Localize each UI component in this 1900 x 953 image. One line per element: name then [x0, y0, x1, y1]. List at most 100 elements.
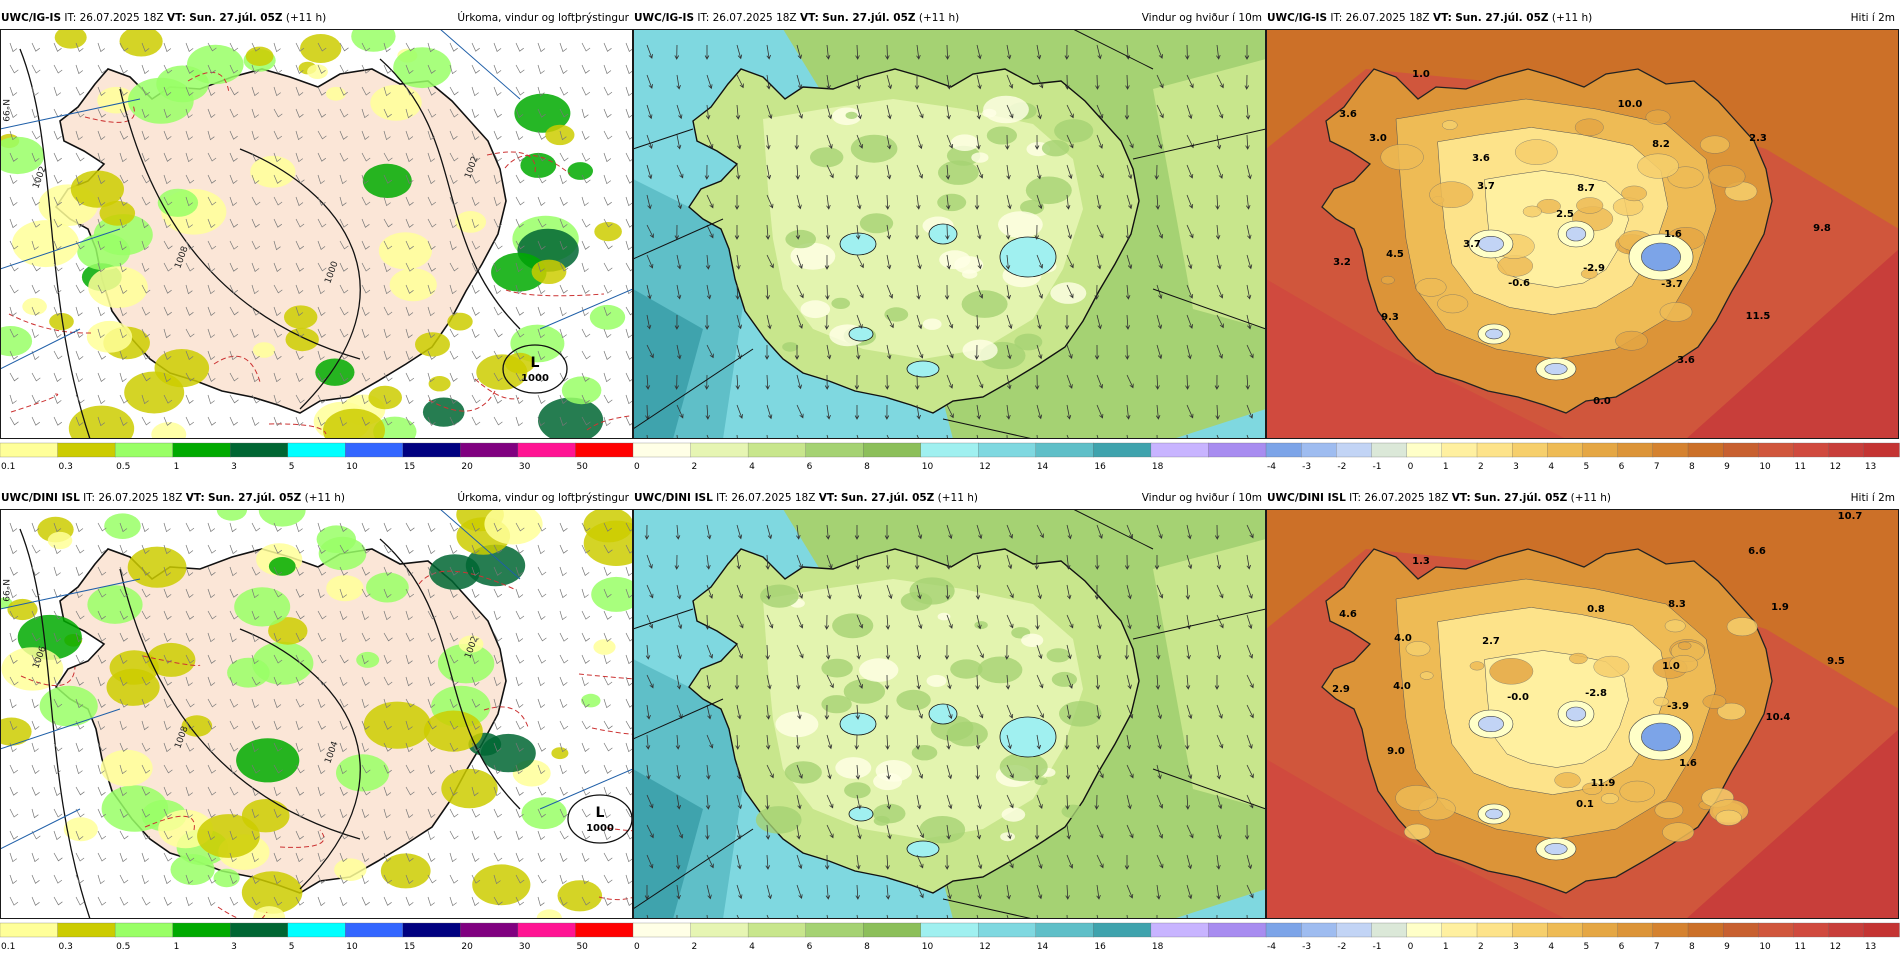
wind-barb	[97, 830, 107, 840]
wind-arrow	[1096, 854, 1104, 869]
wind-barb	[581, 764, 590, 774]
wind-barb	[185, 566, 194, 577]
wind-barb	[361, 720, 370, 730]
wind-arrow	[1066, 404, 1072, 420]
wind-barb	[31, 632, 41, 642]
wind-arrow	[765, 854, 771, 870]
wind-arrow	[976, 854, 983, 870]
cold-zone	[1565, 706, 1587, 722]
temperature-value: 4.5	[1386, 249, 1404, 260]
wind-barb	[295, 218, 305, 228]
wind-barb	[449, 152, 459, 162]
wind-barb	[141, 632, 150, 642]
init-label: IT:	[716, 492, 729, 504]
wind-arrow	[916, 674, 921, 690]
gust-zone	[848, 806, 874, 822]
wind-barb	[251, 240, 261, 250]
wind-barb	[603, 284, 613, 294]
colorbar-tick-label: 1	[1443, 462, 1449, 472]
wind-barb	[97, 588, 107, 598]
wind-barb	[361, 522, 370, 532]
wind-barb	[559, 306, 567, 317]
wind-arrow	[706, 884, 712, 900]
wind-barb	[515, 852, 524, 862]
wind-barb	[207, 786, 217, 796]
precip-area	[268, 617, 308, 645]
wind-barb	[537, 764, 546, 775]
colorbar-tick-label: -4	[1267, 462, 1276, 472]
precip-area	[428, 376, 451, 392]
wind-barb	[471, 306, 480, 316]
wind-barb	[603, 742, 613, 752]
wind-barb	[97, 152, 105, 163]
colorbar-tick-label: 0	[1408, 942, 1414, 952]
map-area[interactable]: 1.0 3.6 3.0 3.6 10.0 8.2 2.3 3.7 8.7 2.5 1.6 9.8 3.7…	[1266, 29, 1899, 439]
wind-barb	[361, 42, 371, 52]
wind-barb	[207, 328, 216, 339]
colorbar-swatch	[1336, 442, 1373, 458]
map-area[interactable]	[633, 509, 1266, 919]
wind-arrow	[1006, 584, 1014, 599]
wind-barb	[229, 218, 239, 228]
gust-zone	[906, 840, 940, 858]
temperature-zone	[1514, 139, 1558, 165]
panel-title: Vindur og hviður í 10m	[1141, 12, 1262, 24]
precip-area	[557, 880, 603, 912]
wind-arrow	[736, 134, 742, 150]
colorbar-tick-label: 18	[1152, 462, 1164, 472]
map-area[interactable]: 1006 1002 1008 1004 L 1000 N°99	[0, 509, 633, 919]
wind-barb	[339, 240, 349, 250]
wind-barb	[603, 262, 613, 272]
colorbar-tick-label: 16	[1094, 462, 1106, 472]
wind-barb	[75, 262, 85, 272]
map-area[interactable]	[633, 29, 1266, 439]
wind-barb	[229, 588, 239, 598]
wind-barb	[163, 588, 172, 598]
wind-barb	[273, 86, 281, 97]
wind-barb	[383, 328, 391, 339]
wind-barb	[383, 544, 393, 554]
wind-arrow	[1245, 134, 1250, 150]
temperature-zone	[1574, 118, 1604, 137]
wind-barb	[163, 786, 172, 796]
wind-arrow	[1094, 344, 1100, 360]
colorbar-tick-label: 0.1	[1, 942, 15, 952]
wind-speed-zone	[775, 711, 819, 738]
wind-arrow	[1216, 314, 1224, 329]
wind-barb	[581, 544, 591, 554]
wind-barb	[427, 394, 436, 404]
wind-barb	[119, 196, 128, 206]
wind-barb	[471, 372, 480, 383]
wind-barb	[317, 130, 327, 140]
colorbar-tick-label: 18	[1152, 942, 1164, 952]
wind-arrow	[766, 914, 770, 919]
wind-barb	[449, 416, 459, 426]
wind-arrow	[796, 74, 803, 90]
precip-area	[101, 785, 169, 832]
temperature-zone	[1653, 696, 1669, 707]
wind-barb	[163, 720, 171, 731]
wind-barb	[427, 896, 435, 907]
wind-arrow	[676, 704, 683, 719]
map-area[interactable]: 10.7 1.3 6.6 4.6 0.8 8.3 1.9 4.0 2.7 1.0 9.5 4.0 -0.…	[1266, 509, 1899, 919]
wind-barb	[603, 196, 612, 206]
wind-barb	[383, 522, 392, 532]
wind-arrow	[1096, 374, 1103, 389]
wind-arrow	[1156, 584, 1164, 599]
wind-barb	[31, 64, 41, 74]
wind-speed-zone	[821, 695, 852, 714]
colorbar-swatch	[1828, 922, 1865, 938]
precip-area	[380, 853, 431, 889]
temperature-zone	[1726, 617, 1758, 637]
wind-barb	[53, 262, 63, 272]
wind-arrow	[1006, 824, 1012, 840]
wind-barb	[471, 262, 480, 272]
map-area[interactable]: 1002 1002 1008 1000 L 1000 N°99	[0, 29, 633, 439]
wind-speed-zone	[982, 108, 997, 118]
wind-barb	[603, 808, 611, 819]
wind-arrow	[646, 704, 651, 720]
wind-barb	[207, 306, 216, 316]
wind-barb	[471, 522, 480, 532]
wind-barb	[207, 64, 216, 74]
wind-barb	[317, 610, 327, 620]
